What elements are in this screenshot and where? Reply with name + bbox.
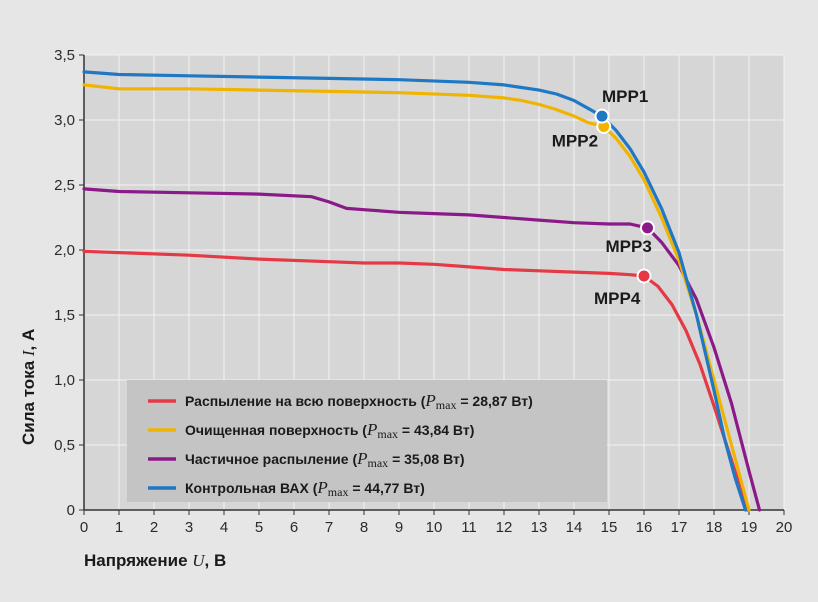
x-tick-label: 17 bbox=[671, 519, 688, 536]
mpp-label-spray_full: MPP4 bbox=[594, 289, 641, 308]
y-tick-label: 2,5 bbox=[54, 177, 75, 194]
x-tick-label: 14 bbox=[566, 519, 583, 536]
mpp-marker-control bbox=[594, 108, 610, 124]
y-tick-label: 3,0 bbox=[54, 112, 75, 129]
x-tick-label: 16 bbox=[636, 519, 653, 536]
x-tick-label: 7 bbox=[325, 519, 333, 536]
x-tick-label: 4 bbox=[220, 519, 228, 536]
x-ticks: 0 1 2 3 4 5 6 7 8 9 10 11 12 13 14 15 16 17 18 19 20 bbox=[80, 510, 793, 536]
y-tick-label: 3,5 bbox=[54, 47, 75, 64]
x-axis-title: Напряжение U, В bbox=[84, 551, 226, 570]
y-tick-label: 2,0 bbox=[54, 242, 75, 259]
x-tick-label: 20 bbox=[776, 519, 793, 536]
y-tick-label: 0 bbox=[67, 502, 75, 519]
x-tick-label: 2 bbox=[150, 519, 158, 536]
x-tick-label: 9 bbox=[395, 519, 403, 536]
x-tick-label: 0 bbox=[80, 519, 88, 536]
x-tick-label: 15 bbox=[601, 519, 618, 536]
x-tick-label: 19 bbox=[741, 519, 758, 536]
mpp-label-partial: MPP3 bbox=[606, 237, 652, 256]
series-line-partial bbox=[82, 187, 762, 512]
x-tick-label: 13 bbox=[531, 519, 548, 536]
x-tick-label: 5 bbox=[255, 519, 263, 536]
y-axis-title: Сила тока I, А bbox=[19, 329, 38, 445]
series-line-control bbox=[82, 70, 748, 512]
series-lines bbox=[82, 70, 762, 512]
series-line-spray_full bbox=[82, 249, 749, 512]
y-tick-label: 1,0 bbox=[54, 372, 75, 389]
x-tick-label: 12 bbox=[496, 519, 513, 536]
legend: Распыление на всю поверхность (Pmax = 28… bbox=[127, 380, 607, 502]
legend-label-partial: Частичное распыление (Pmax = 35,08 Вт) bbox=[185, 449, 465, 470]
y-tick-label: 0,5 bbox=[54, 437, 75, 454]
x-tick-label: 6 bbox=[290, 519, 298, 536]
mpp-marker-partial bbox=[640, 220, 655, 236]
x-tick-label: 10 bbox=[426, 519, 443, 536]
legend-label-spray_full: Распыление на всю поверхность (Pmax = 28… bbox=[185, 391, 533, 412]
y-tick-label: 1,5 bbox=[54, 307, 75, 324]
x-tick-label: 1 bbox=[115, 519, 123, 536]
y-ticks: 0 0,5 1,0 1,5 2,0 2,5 3,0 3,5 bbox=[54, 47, 84, 519]
mpp-label-control: MPP1 bbox=[602, 87, 648, 106]
x-tick-label: 18 bbox=[706, 519, 723, 536]
mpp-label-cleaned: MPP2 bbox=[552, 132, 598, 151]
legend-label-cleaned: Очищенная поверхность (Pmax = 43,84 Вт) bbox=[185, 420, 474, 441]
x-tick-label: 3 bbox=[185, 519, 193, 536]
legend-label-control: Контрольная ВАХ (Pmax = 44,77 Вт) bbox=[185, 478, 425, 499]
x-tick-label: 8 bbox=[360, 519, 368, 536]
x-tick-label: 11 bbox=[461, 519, 477, 536]
mpp-points: MPP4 MPP2 MPP3 MPP1 bbox=[552, 87, 655, 308]
legend-background bbox=[127, 380, 607, 502]
mpp-marker-spray_full bbox=[636, 268, 652, 284]
